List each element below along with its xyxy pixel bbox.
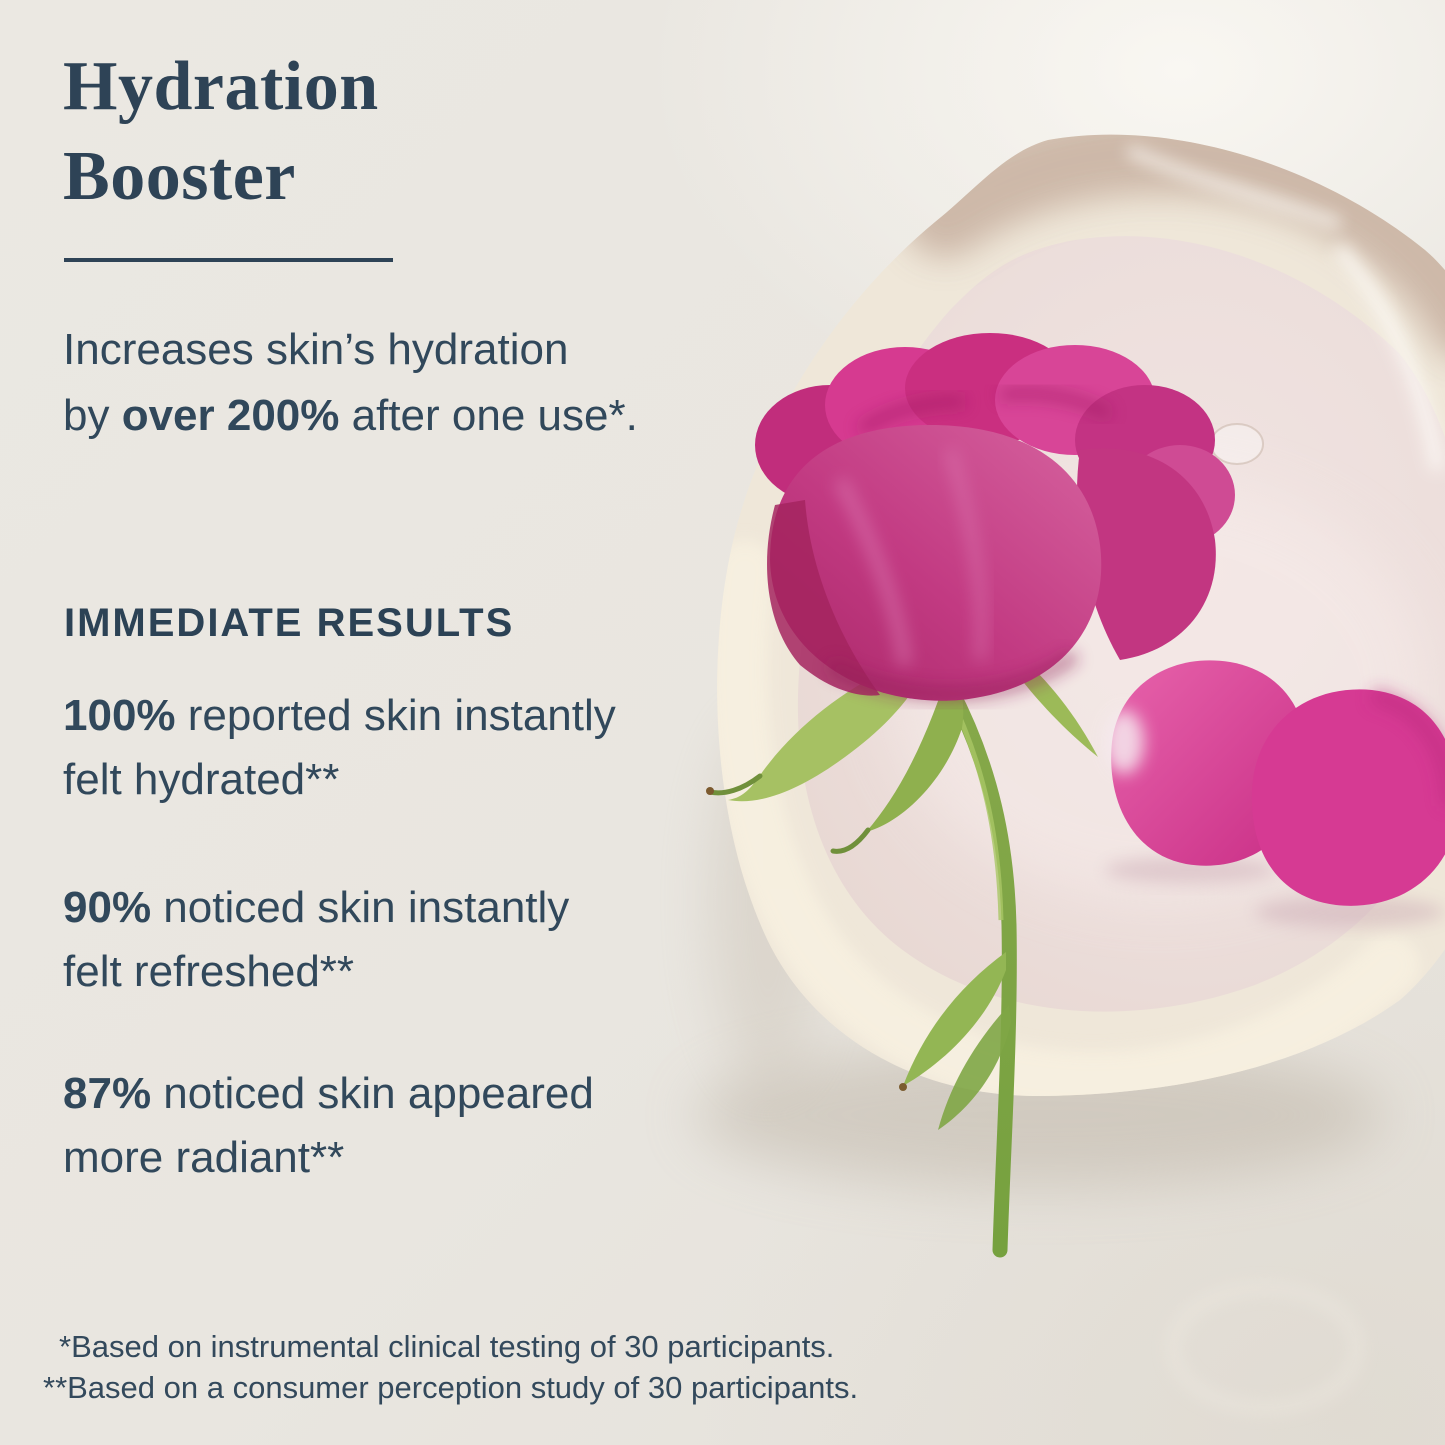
stem-leaf [938, 1005, 1011, 1130]
stat-line-2: felt refreshed** [63, 947, 355, 996]
stat-text: noticed skin appeared [151, 1069, 594, 1118]
stat-value: 100% [63, 691, 176, 740]
stat-line-2: felt hydrated** [63, 755, 340, 804]
results-heading: IMMEDIATE RESULTS [64, 601, 515, 645]
glisten-streak-top [1125, 144, 1342, 230]
petal-white-tip [1104, 710, 1144, 774]
stat-line-1: 90% noticed skin instantly [63, 876, 569, 940]
title-line-2: Booster [63, 138, 296, 215]
claim-line-1: Increases skin’s hydration [63, 325, 569, 374]
stat-text: reported skin instantly [175, 691, 616, 740]
loose-petal-right [1251, 689, 1445, 906]
page-title: Hydration Booster [63, 42, 379, 222]
title-divider [64, 258, 393, 262]
claim-text: Increases skin’s hydration by over 200% … [63, 317, 638, 449]
claim-highlight: over 200% [121, 391, 340, 440]
water-ring-mark [1168, 1283, 1362, 1413]
stat-item-refreshed: 90% noticed skin instantly felt refreshe… [63, 876, 569, 1004]
rose-bloom [755, 333, 1235, 701]
footnote-perception: **Based on a consumer perception study o… [43, 1370, 859, 1405]
stat-line-1: 87% noticed skin appeared [63, 1062, 594, 1126]
glisten-streak-right [1332, 243, 1445, 472]
stat-value: 90% [63, 883, 152, 932]
stat-text: noticed skin instantly [151, 883, 570, 932]
claim-line-2-pre: by [63, 391, 122, 440]
loose-petals [1104, 660, 1445, 928]
footnote-clinical: *Based on instrumental clinical testing … [59, 1329, 835, 1364]
stem-leaf [903, 952, 1006, 1086]
dish-taupe-rim [902, 134, 1445, 363]
water-droplet [1211, 424, 1263, 464]
leaf-tip [899, 1083, 907, 1091]
title-line-1: Hydration [63, 48, 379, 125]
claim-line-2-post: after one use*. [339, 391, 638, 440]
footnotes: *Based on instrumental clinical testing … [43, 1326, 858, 1408]
stat-line-2: more radiant** [63, 1133, 345, 1182]
sepal-tip [706, 787, 714, 795]
stat-value: 87% [63, 1069, 152, 1118]
stat-item-hydrated: 100% reported skin instantly felt hydrat… [63, 684, 616, 812]
stat-line-1: 100% reported skin instantly [63, 684, 616, 748]
claim-line-2: by over 200% after one use*. [63, 383, 638, 449]
rose-stem [899, 680, 1017, 1258]
stat-item-radiant: 87% noticed skin appeared more radiant** [63, 1062, 594, 1190]
